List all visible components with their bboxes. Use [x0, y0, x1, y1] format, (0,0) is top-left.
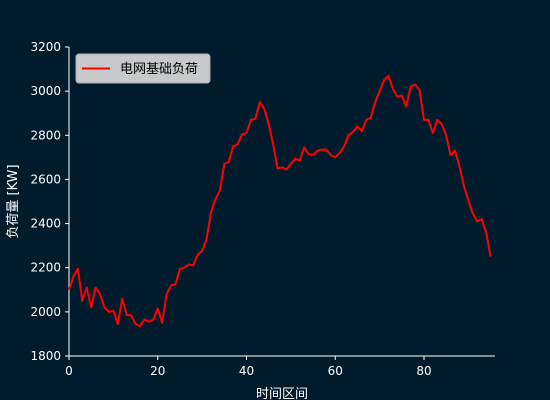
- x-tick-label: 40: [239, 364, 254, 378]
- x-tick-label: 60: [328, 364, 343, 378]
- y-tick-label: 3000: [30, 84, 61, 98]
- y-axis-ticks: 1800 2000 2200 2400 2600 2800 3000 3200: [30, 40, 69, 363]
- y-tick-label: 2400: [30, 217, 61, 231]
- y-tick-label: 3200: [30, 40, 61, 54]
- y-tick-label: 2200: [30, 261, 61, 275]
- legend: 电网基础负荷: [75, 53, 211, 84]
- y-tick-label: 2800: [30, 128, 61, 142]
- x-axis-ticks: 0 20 40 60 80: [65, 356, 432, 378]
- legend-box: [75, 53, 211, 84]
- y-tick-label: 2600: [30, 172, 61, 186]
- x-axis-title: 时间区间: [256, 387, 308, 400]
- x-tick-label: 80: [416, 364, 431, 378]
- x-tick-label: 20: [150, 364, 165, 378]
- y-axis-title: 负荷量 [KW]: [6, 164, 21, 238]
- axes: [68, 47, 495, 357]
- series-line: [68, 74, 492, 328]
- series-layer: [68, 74, 492, 328]
- x-tick-label: 0: [65, 364, 73, 378]
- y-tick-label: 2000: [30, 305, 61, 319]
- y-tick-label: 1800: [30, 349, 61, 363]
- legend-label: 电网基础负荷: [120, 62, 198, 77]
